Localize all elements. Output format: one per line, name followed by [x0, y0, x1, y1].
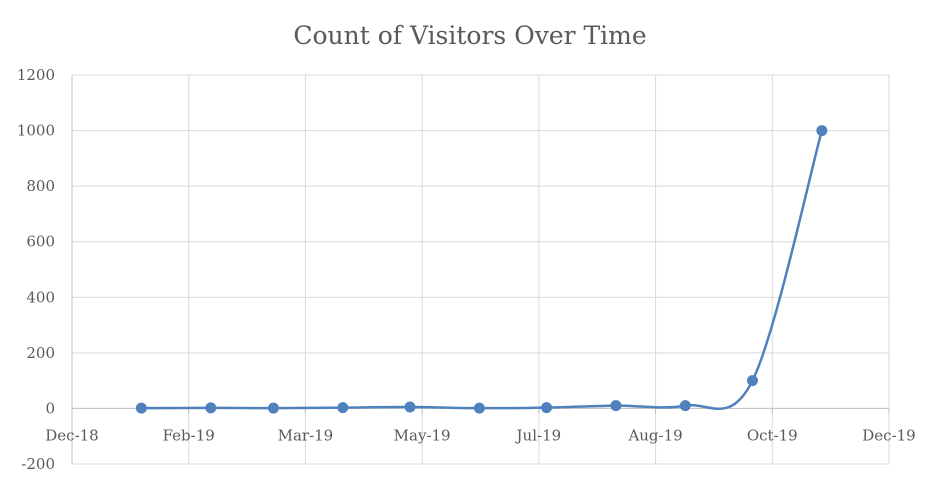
data-point: [267, 402, 279, 414]
data-point: [205, 402, 217, 414]
series-line: [141, 130, 824, 410]
data-point: [473, 402, 485, 414]
x-tick-label: Jul-19: [515, 426, 562, 444]
data-points: [135, 125, 828, 414]
data-point: [610, 400, 622, 412]
data-point: [404, 401, 416, 413]
data-point: [816, 125, 828, 137]
y-tick-label: 600: [26, 233, 55, 251]
x-tick-label: Feb-19: [163, 426, 215, 444]
x-tick-label: Aug-19: [627, 426, 682, 444]
y-tick-label: 1000: [17, 122, 55, 140]
x-tick-label: Dec-18: [45, 426, 98, 444]
data-point: [337, 402, 349, 414]
x-tick-label: May-19: [394, 426, 451, 444]
x-tick-label: Dec-19: [862, 426, 915, 444]
x-tick-label: Mar-19: [278, 426, 334, 444]
y-tick-label: 400: [26, 288, 55, 306]
data-point: [746, 375, 758, 387]
y-tick-label: 200: [26, 344, 55, 362]
y-tick-label: 800: [26, 177, 55, 195]
data-point: [679, 400, 691, 412]
grid-lines: [72, 74, 890, 465]
chart-title: Count of Visitors Over Time: [293, 21, 646, 50]
data-point: [135, 402, 147, 414]
data-point: [541, 402, 553, 414]
y-tick-label: -200: [21, 455, 55, 473]
y-tick-label: 0: [45, 399, 55, 417]
y-tick-label: 1200: [17, 66, 55, 84]
y-tick-labels: -200 0 200 400 600 800 1000 1200: [17, 66, 55, 473]
x-tick-label: Oct-19: [747, 426, 798, 444]
x-tick-labels: Dec-18 Feb-19 Mar-19 May-19 Jul-19 Aug-19 Oct-…: [45, 426, 915, 444]
